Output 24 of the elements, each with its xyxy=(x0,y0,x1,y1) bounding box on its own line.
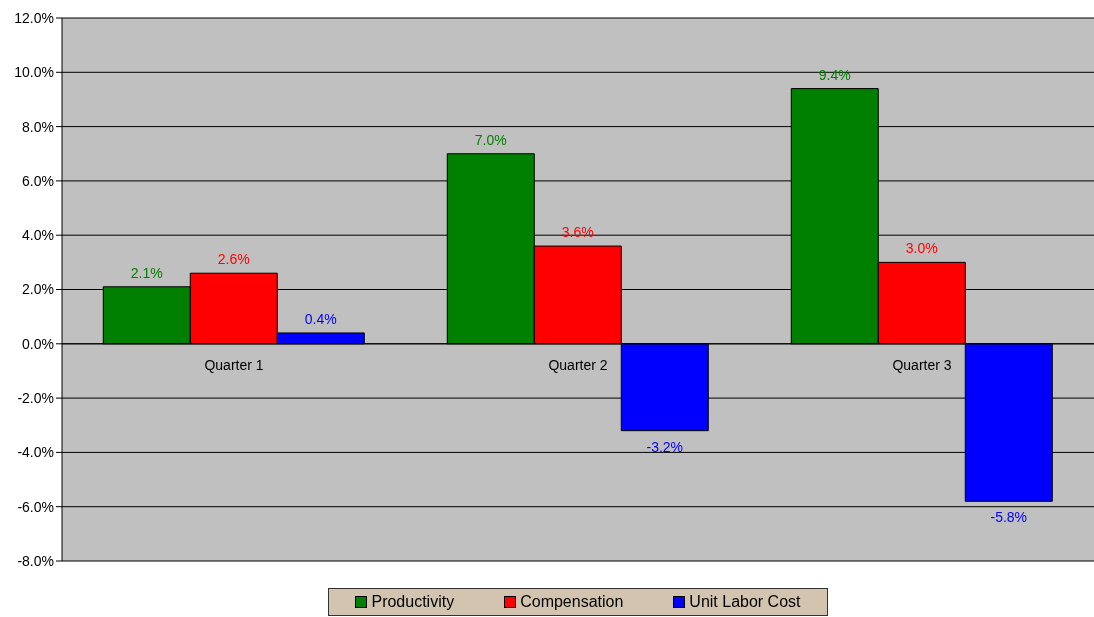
text: 0.4% xyxy=(304,310,337,327)
x-tick-label: Quarter 3 xyxy=(892,357,952,374)
y-tick-label: 4.0% xyxy=(22,227,54,244)
y-tick-label: 10.0% xyxy=(14,64,54,81)
text: -5.8% xyxy=(990,509,1028,526)
y-tick-label: 12.0% xyxy=(14,9,54,26)
text: 2.6% xyxy=(217,251,250,268)
y-tick-label: -6.0% xyxy=(17,498,54,515)
y-tick-label: 2.0% xyxy=(22,281,54,298)
y-tick-label: -8.0% xyxy=(17,552,54,569)
y-tick-label: -2.0% xyxy=(17,390,54,407)
y-tick-label: 8.0% xyxy=(22,118,54,135)
x-tick-label: Quarter 1 xyxy=(204,357,264,374)
legend-label: Compensation xyxy=(520,593,624,611)
text: 7.0% xyxy=(474,131,507,148)
text: 2.1% xyxy=(130,264,163,281)
legend-label: Productivity xyxy=(371,593,455,611)
text: 3.0% xyxy=(905,240,938,257)
y-tick-label: 6.0% xyxy=(22,172,54,189)
legend-label: Unit Labor Cost xyxy=(689,593,801,611)
y-tick-label: 0.0% xyxy=(22,335,54,352)
y-tick-label: -4.0% xyxy=(17,444,54,461)
x-tick-label: Quarter 2 xyxy=(548,357,608,374)
text: -3.2% xyxy=(646,438,684,455)
